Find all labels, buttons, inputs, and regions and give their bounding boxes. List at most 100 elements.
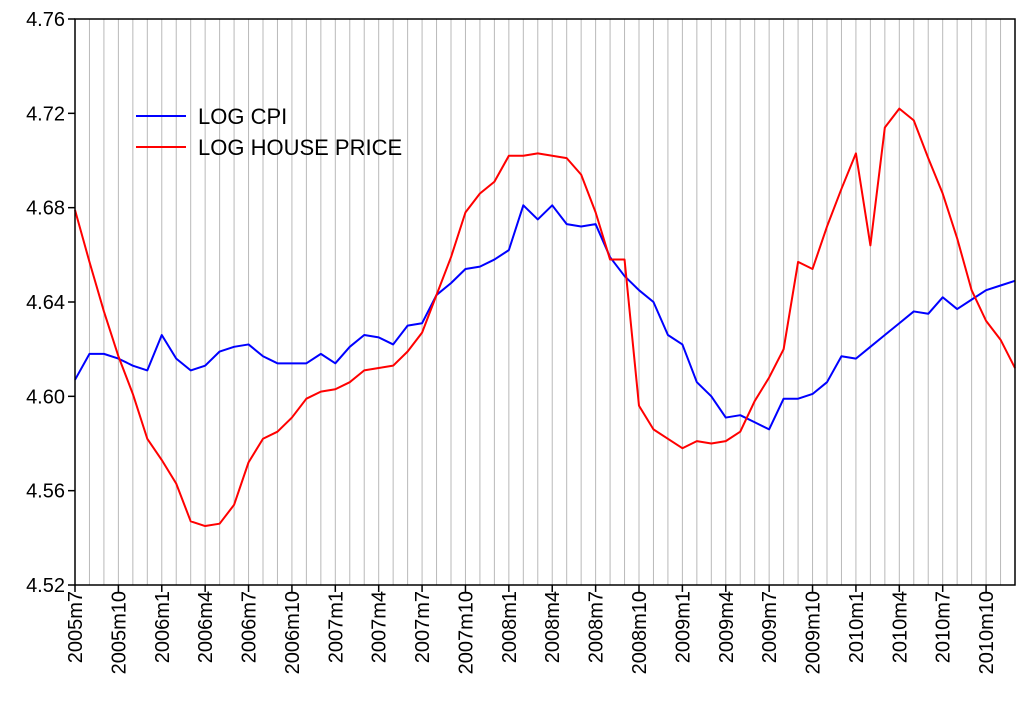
data-point (566, 223, 568, 225)
data-point (305, 362, 307, 364)
data-point (652, 428, 654, 430)
data-point (421, 322, 423, 324)
data-point (913, 119, 915, 121)
data-point (971, 299, 973, 301)
x-tick-label: 2010m7 (933, 591, 955, 663)
data-point (233, 346, 235, 348)
data-point (537, 218, 539, 220)
data-point (392, 365, 394, 367)
data-point (320, 353, 322, 355)
x-tick-label: 2008m1 (499, 591, 521, 663)
y-tick-label: 4.76 (26, 9, 65, 31)
data-point (812, 393, 814, 395)
data-point (942, 296, 944, 298)
data-point (595, 223, 597, 225)
data-point (479, 193, 481, 195)
data-point (334, 388, 336, 390)
x-tick-label: 2010m1 (846, 591, 868, 663)
data-point (320, 391, 322, 393)
data-point (595, 211, 597, 213)
data-point (146, 369, 148, 371)
data-point (667, 334, 669, 336)
data-point (248, 461, 250, 463)
data-point (88, 261, 90, 263)
x-tick-label: 2007m10 (455, 591, 477, 674)
data-point (450, 256, 452, 258)
data-point (783, 398, 785, 400)
series-lines (74, 107, 1016, 528)
data-point (869, 346, 871, 348)
data-point (739, 431, 741, 433)
data-point (334, 362, 336, 364)
data-point (652, 301, 654, 303)
data-point (161, 334, 163, 336)
data-point (696, 381, 698, 383)
data-point (624, 259, 626, 261)
y-tick-label: 4.72 (26, 103, 65, 125)
x-tick-label: 2006m1 (152, 591, 174, 663)
data-point (103, 353, 105, 355)
data-point (797, 398, 799, 400)
data-point (812, 268, 814, 270)
series-line-log-house-price (74, 107, 1016, 528)
data-point (681, 343, 683, 345)
x-tick-label: 2006m7 (239, 591, 261, 663)
y-tick-label: 4.68 (26, 198, 65, 220)
data-point (407, 325, 409, 327)
legend-label: LOG CPI (198, 104, 287, 129)
x-tick-label: 2009m10 (803, 591, 825, 674)
x-tick-label: 2006m4 (195, 591, 217, 663)
data-point (710, 443, 712, 445)
data-point (681, 447, 683, 449)
data-point (219, 351, 221, 353)
data-point (783, 348, 785, 350)
x-tick-label: 2005m10 (108, 591, 130, 674)
y-tick-label: 4.52 (26, 575, 65, 597)
data-point (797, 261, 799, 263)
x-tick-label: 2010m10 (976, 591, 998, 674)
data-point (276, 362, 278, 364)
legend: LOG CPI LOG HOUSE PRICE (136, 104, 402, 160)
x-tick-label: 2008m4 (542, 591, 564, 663)
data-point (551, 204, 553, 206)
y-tick-label: 4.64 (26, 292, 65, 314)
x-tick-label: 2008m10 (629, 591, 651, 674)
data-point (898, 322, 900, 324)
data-point (1000, 339, 1002, 341)
data-point (927, 313, 929, 315)
data-point (696, 440, 698, 442)
x-tick-label: 2010m4 (889, 591, 911, 663)
plot-frame (74, 18, 1016, 586)
data-point (464, 268, 466, 270)
data-point (436, 294, 438, 296)
data-point (291, 362, 293, 364)
data-point (493, 259, 495, 261)
data-point (219, 523, 221, 525)
vertical-gridlines (88, 19, 1002, 585)
data-point (667, 438, 669, 440)
data-point (103, 310, 105, 312)
data-point (840, 355, 842, 357)
data-point (117, 355, 119, 357)
y-axis: 4.52 4.56 4.60 4.64 4.68 4.72 4.76 (26, 9, 75, 597)
x-tick-label: 2009m7 (759, 591, 781, 663)
data-point (971, 289, 973, 291)
data-point (956, 308, 958, 310)
data-point (522, 204, 524, 206)
x-tick-label: 2006m10 (282, 591, 304, 674)
data-point (884, 126, 886, 128)
data-point (175, 358, 177, 360)
series-line-log-cpi (74, 204, 1016, 431)
data-point (522, 155, 524, 157)
data-point (537, 152, 539, 154)
x-tick-label: 2007m7 (412, 591, 434, 663)
data-point (392, 343, 394, 345)
data-point (725, 440, 727, 442)
data-point (580, 174, 582, 176)
data-point (956, 237, 958, 239)
data-point (638, 405, 640, 407)
data-point (175, 483, 177, 485)
data-point (291, 417, 293, 419)
data-point (233, 504, 235, 506)
data-point (927, 157, 929, 159)
